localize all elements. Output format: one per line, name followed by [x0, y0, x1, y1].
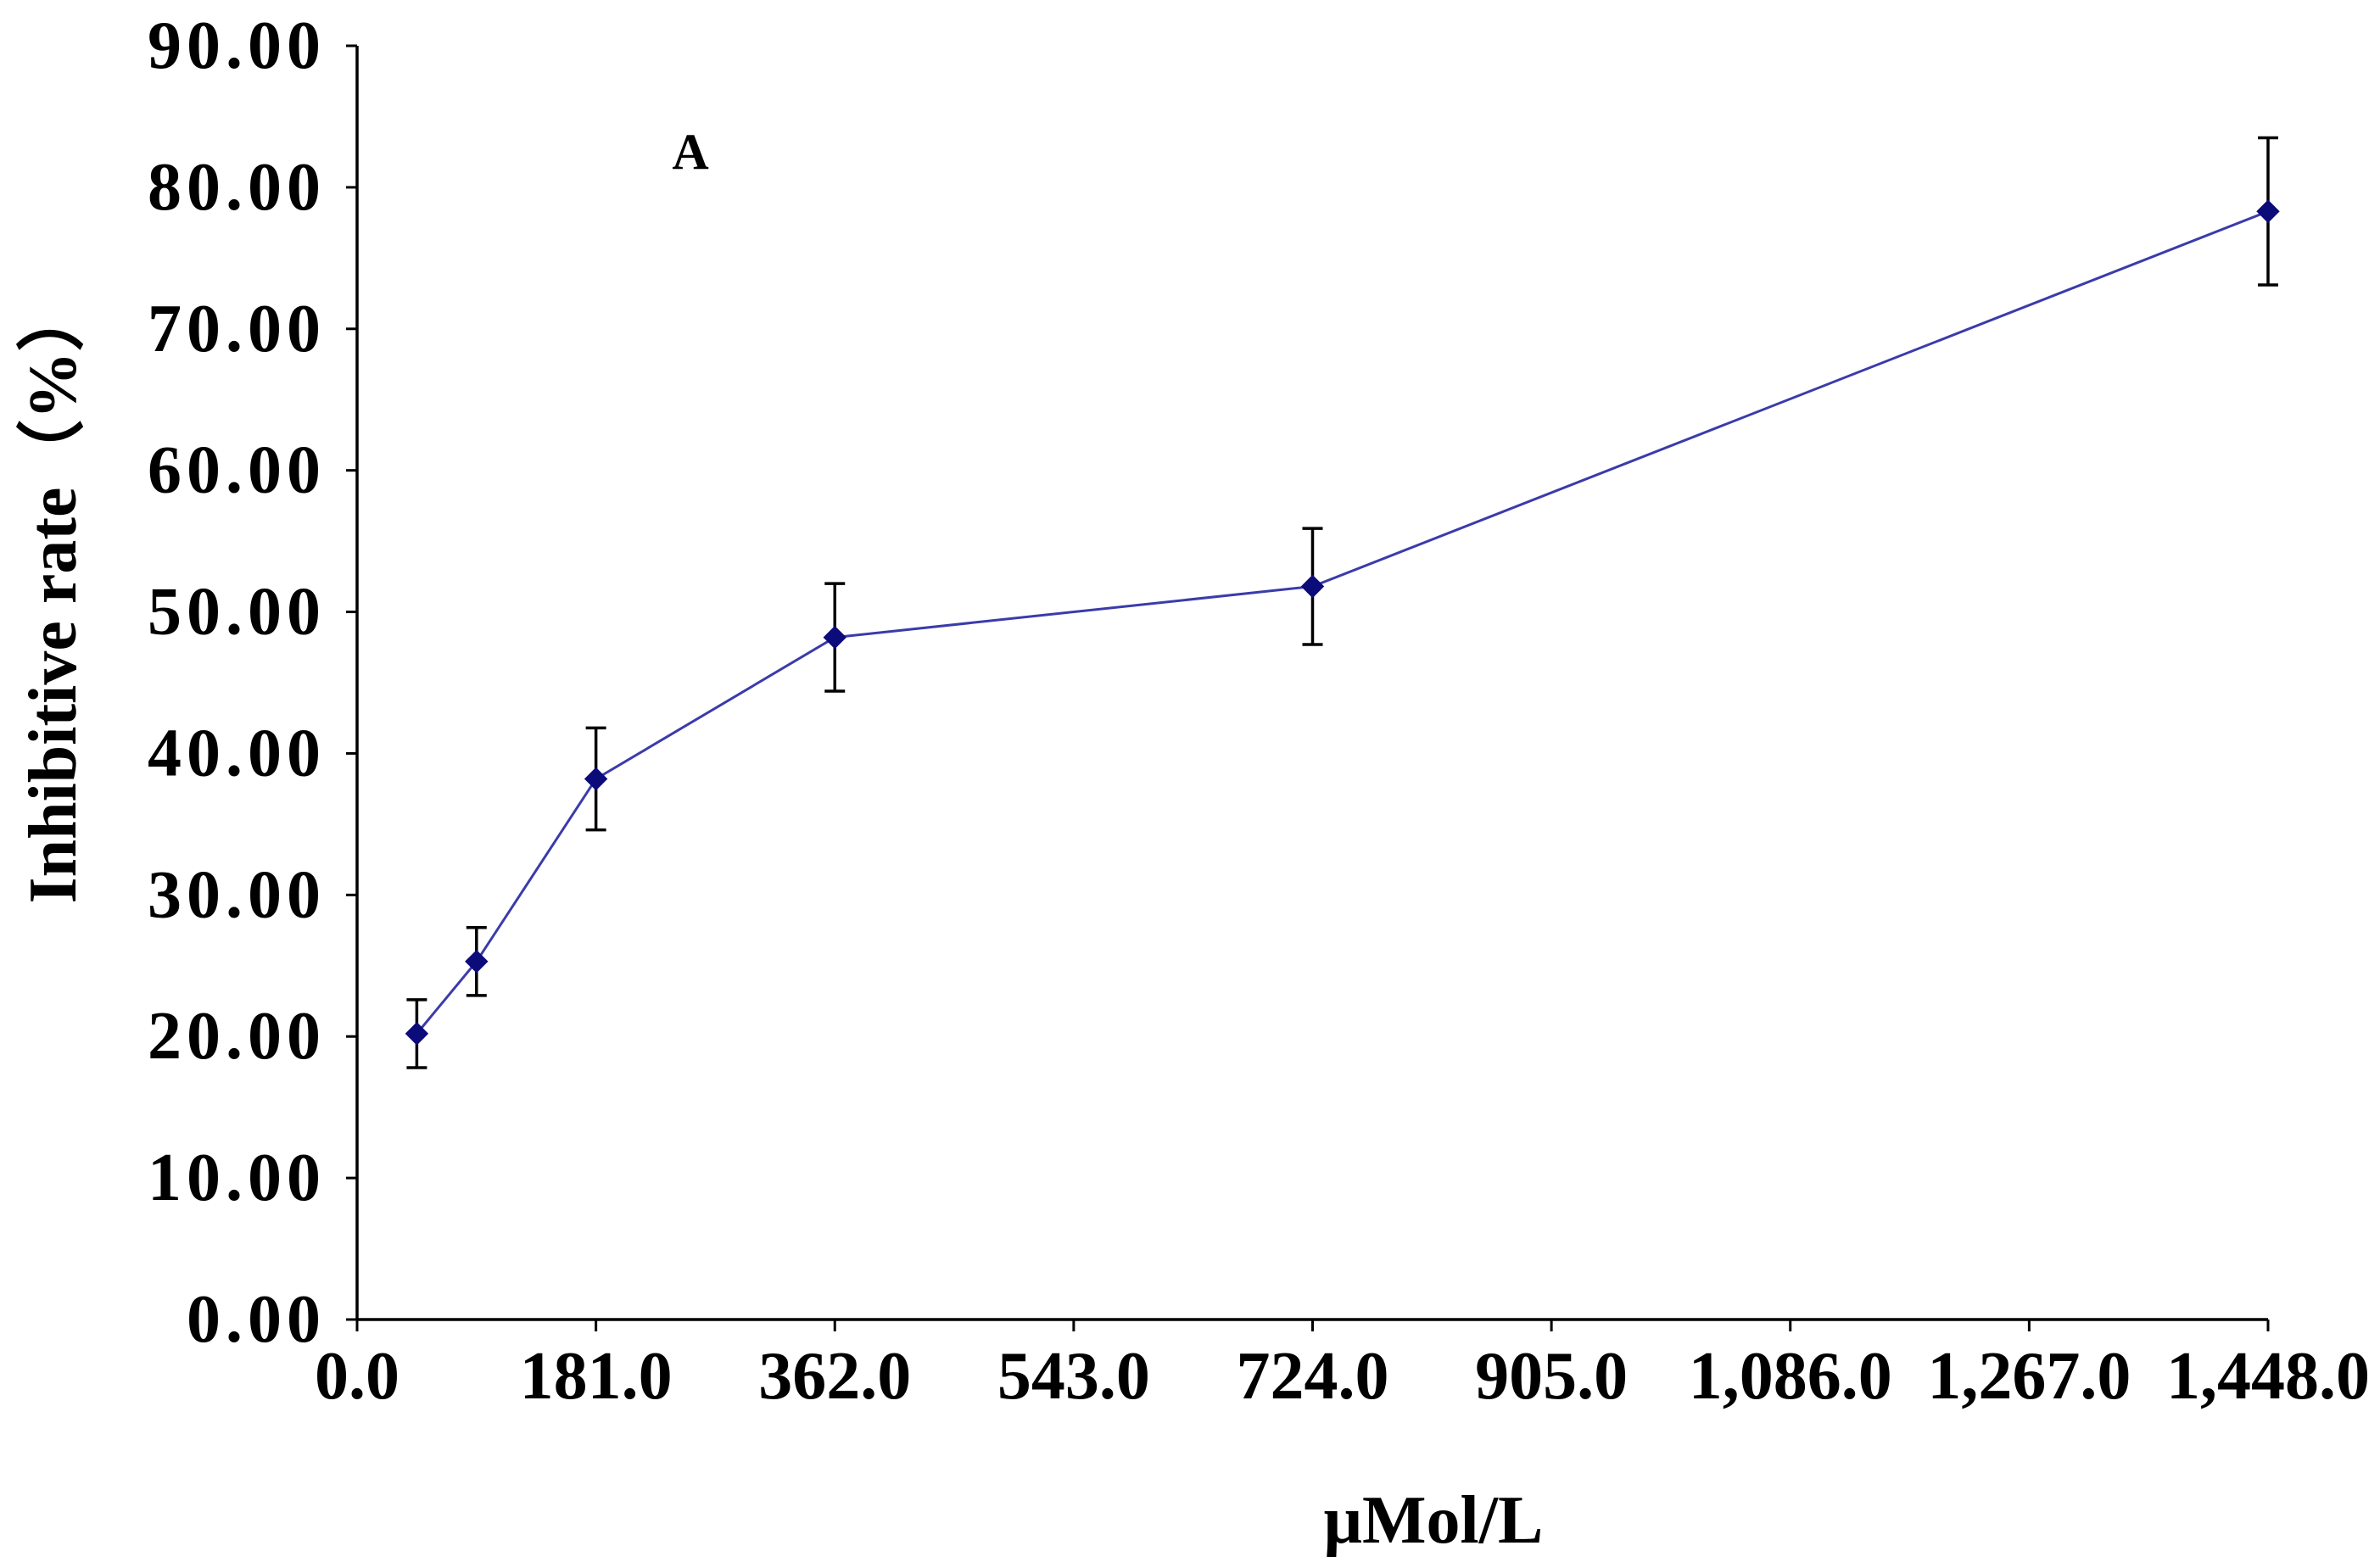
- y-tick-label: 60.00: [148, 433, 326, 508]
- data-point: [405, 1022, 429, 1046]
- y-tick-label: 0.00: [187, 1282, 326, 1357]
- data-point: [2256, 199, 2280, 223]
- x-tick-label: 362.0: [758, 1339, 911, 1414]
- x-tick-label: 181.0: [520, 1339, 673, 1414]
- y-tick-label: 90.00: [148, 8, 326, 83]
- y-axis-title: Inhibitive rate（%）: [16, 283, 91, 903]
- x-tick-label: 724.0: [1237, 1339, 1389, 1414]
- x-tick-label: 1,448.0: [2166, 1339, 2370, 1414]
- data-point: [1300, 574, 1325, 599]
- x-tick-label: 905.0: [1475, 1339, 1628, 1414]
- y-axis-ticks: 0.00 10.00 20.00 30.00 40.00 50.00 60.00 70.00 8…: [148, 8, 357, 1357]
- x-tick-label: 1,267.0: [1927, 1339, 2131, 1414]
- data-point: [823, 625, 846, 650]
- y-tick-label: 40.00: [148, 716, 326, 790]
- x-tick-label: 0.0: [315, 1339, 399, 1414]
- x-tick-label: 543.0: [997, 1339, 1150, 1414]
- x-axis-title: μMol/L: [1324, 1483, 1544, 1558]
- x-tick-label: 1,086.0: [1689, 1339, 1892, 1414]
- y-tick-label: 50.00: [148, 575, 326, 650]
- y-tick-label: 70.00: [148, 292, 326, 366]
- y-tick-label: 80.00: [148, 150, 326, 225]
- y-tick-label: 10.00: [148, 1141, 326, 1215]
- plot-area: [405, 136, 2280, 1069]
- x-axis-ticks: 0.0 181.0 362.0 543.0 724.0 905.0 1,086.0 1,267…: [315, 1320, 2370, 1414]
- panel-label: A: [672, 124, 708, 180]
- data-point: [584, 767, 608, 791]
- data-point: [465, 950, 489, 974]
- y-tick-label: 20.00: [148, 999, 326, 1074]
- axes: [355, 46, 2268, 1321]
- y-tick-label: 30.00: [148, 857, 326, 932]
- series-line: [416, 209, 2269, 1035]
